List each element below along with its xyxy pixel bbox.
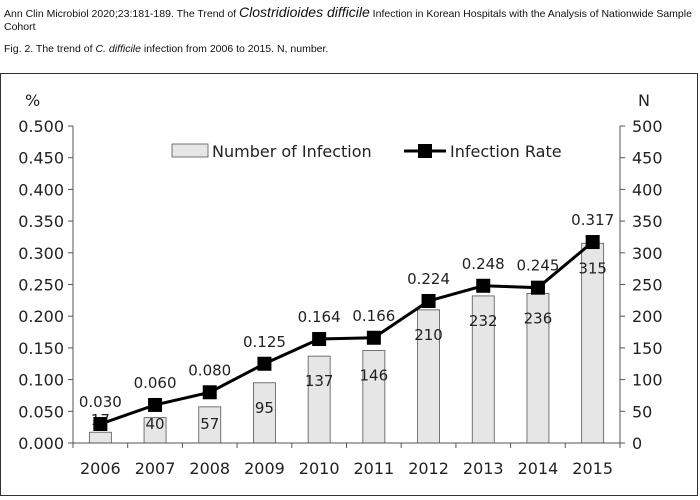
right-axis-label: N xyxy=(638,91,650,110)
legend-line-label: Infection Rate xyxy=(450,142,562,161)
rate-marker xyxy=(257,356,272,371)
bar-value-label: 315 xyxy=(578,259,607,277)
x-tick-label: 2008 xyxy=(189,459,230,478)
bar xyxy=(362,350,386,444)
legend-bar-label: Number of Infection xyxy=(212,142,372,161)
bar-value-label: 40 xyxy=(146,415,165,433)
left-tick-label: 0.250 xyxy=(18,276,64,295)
bar-value-label: 232 xyxy=(469,312,498,330)
citation-suffix: Infection in Korean Hospitals with the A… xyxy=(4,8,692,33)
right-tick-label: 200 xyxy=(632,307,663,326)
bar-value-label: 95 xyxy=(255,399,274,417)
citation-line: Ann Clin Microbiol 2020;23:181-189. The … xyxy=(4,4,696,34)
right-tick-label: 150 xyxy=(632,339,663,358)
legend-bar-swatch xyxy=(171,143,209,158)
left-tick-label: 0.400 xyxy=(18,180,64,199)
rate-value-label: 0.164 xyxy=(298,308,341,326)
left-tick-label: 0.200 xyxy=(18,307,64,326)
x-tick-label: 2015 xyxy=(572,459,613,478)
rate-value-label: 0.125 xyxy=(243,333,286,351)
x-tick-label: 2006 xyxy=(80,459,121,478)
right-tick-label: 250 xyxy=(632,276,663,295)
x-tick-label: 2011 xyxy=(353,459,394,478)
rate-value-label: 0.060 xyxy=(134,374,177,392)
bar-value-label: 146 xyxy=(360,366,389,384)
bar-value-label: 57 xyxy=(200,415,219,433)
rate-value-label: 0.030 xyxy=(79,393,122,411)
right-tick-label: 350 xyxy=(632,212,663,231)
bar-value-label: 236 xyxy=(524,309,553,327)
rate-marker xyxy=(93,416,108,431)
left-y-axis: 0.000 0.050 0.100 0.150 0.200 0.250 0.300 0.350… xyxy=(18,91,74,453)
legend: Number of Infection Infection Rate xyxy=(171,142,562,161)
left-tick-label: 0.100 xyxy=(18,371,64,390)
caption-prefix: Fig. 2. The trend of xyxy=(4,43,96,55)
left-tick-label: 0.450 xyxy=(18,149,64,168)
x-tick-label: 2010 xyxy=(299,459,340,478)
right-tick-label: 450 xyxy=(632,149,663,168)
rate-value-label: 0.224 xyxy=(407,270,450,288)
bar xyxy=(307,355,331,444)
line-series xyxy=(93,235,600,431)
caption-suffix: infection from 2006 to 2015. N, number. xyxy=(140,43,329,55)
x-axis: 2006 2007 2008 2009 2010 2011 2012 2013 2014 2015 xyxy=(72,442,621,478)
rate-value-label: 0.248 xyxy=(462,255,505,273)
left-tick-label: 0.500 xyxy=(18,117,64,136)
figure-header: Ann Clin Microbiol 2020;23:181-189. The … xyxy=(4,4,696,56)
right-tick-label: 0 xyxy=(632,434,642,453)
rate-value-label: 0.166 xyxy=(352,307,395,325)
right-y-axis: 0 50 100 150 200 250 300 350 400 450 500 N xyxy=(619,91,663,453)
x-tick-label: 2009 xyxy=(244,459,285,478)
rate-marker xyxy=(530,280,545,295)
bar-value-label: 210 xyxy=(414,326,443,344)
rate-line xyxy=(99,240,594,426)
rate-marker xyxy=(202,385,217,400)
bar xyxy=(88,431,112,444)
right-tick-label: 300 xyxy=(632,244,663,263)
left-tick-label: 0.000 xyxy=(18,434,64,453)
right-tick-label: 400 xyxy=(632,180,663,199)
citation-species: Clostridioides difficile xyxy=(239,4,370,20)
rate-marker xyxy=(476,278,491,293)
right-tick-label: 50 xyxy=(632,402,652,421)
rate-value-label: 0.245 xyxy=(516,257,559,275)
bar-series xyxy=(88,242,605,444)
left-tick-label: 0.050 xyxy=(18,402,64,421)
x-tick-label: 2013 xyxy=(463,459,504,478)
bar-value-label: 137 xyxy=(305,372,334,390)
left-tick-label: 0.350 xyxy=(18,212,64,231)
right-tick-label: 500 xyxy=(632,117,663,136)
rate-marker xyxy=(421,293,436,308)
figure-caption: Fig. 2. The trend of C. difficile infect… xyxy=(4,43,696,56)
right-tick-label: 100 xyxy=(632,371,663,390)
x-tick-label: 2007 xyxy=(135,459,176,478)
x-tick-label: 2012 xyxy=(408,459,449,478)
left-tick-label: 0.150 xyxy=(18,339,64,358)
citation-prefix: Ann Clin Microbiol 2020;23:181-189. The … xyxy=(4,8,240,20)
left-axis-label: % xyxy=(25,91,40,110)
rate-marker xyxy=(148,397,163,412)
line-value-labels: 0.030 0.060 0.080 0.125 0.164 0.166 0.224 0.248… xyxy=(79,211,614,411)
caption-species: C. difficile xyxy=(95,43,141,55)
rate-marker xyxy=(312,332,327,347)
left-tick-label: 0.300 xyxy=(18,244,64,263)
rate-marker xyxy=(366,330,381,345)
rate-value-label: 0.080 xyxy=(188,361,231,379)
x-tick-label: 2014 xyxy=(518,459,559,478)
legend-line-marker xyxy=(418,144,432,158)
rate-value-label: 0.317 xyxy=(571,211,614,229)
rate-marker xyxy=(585,235,600,250)
